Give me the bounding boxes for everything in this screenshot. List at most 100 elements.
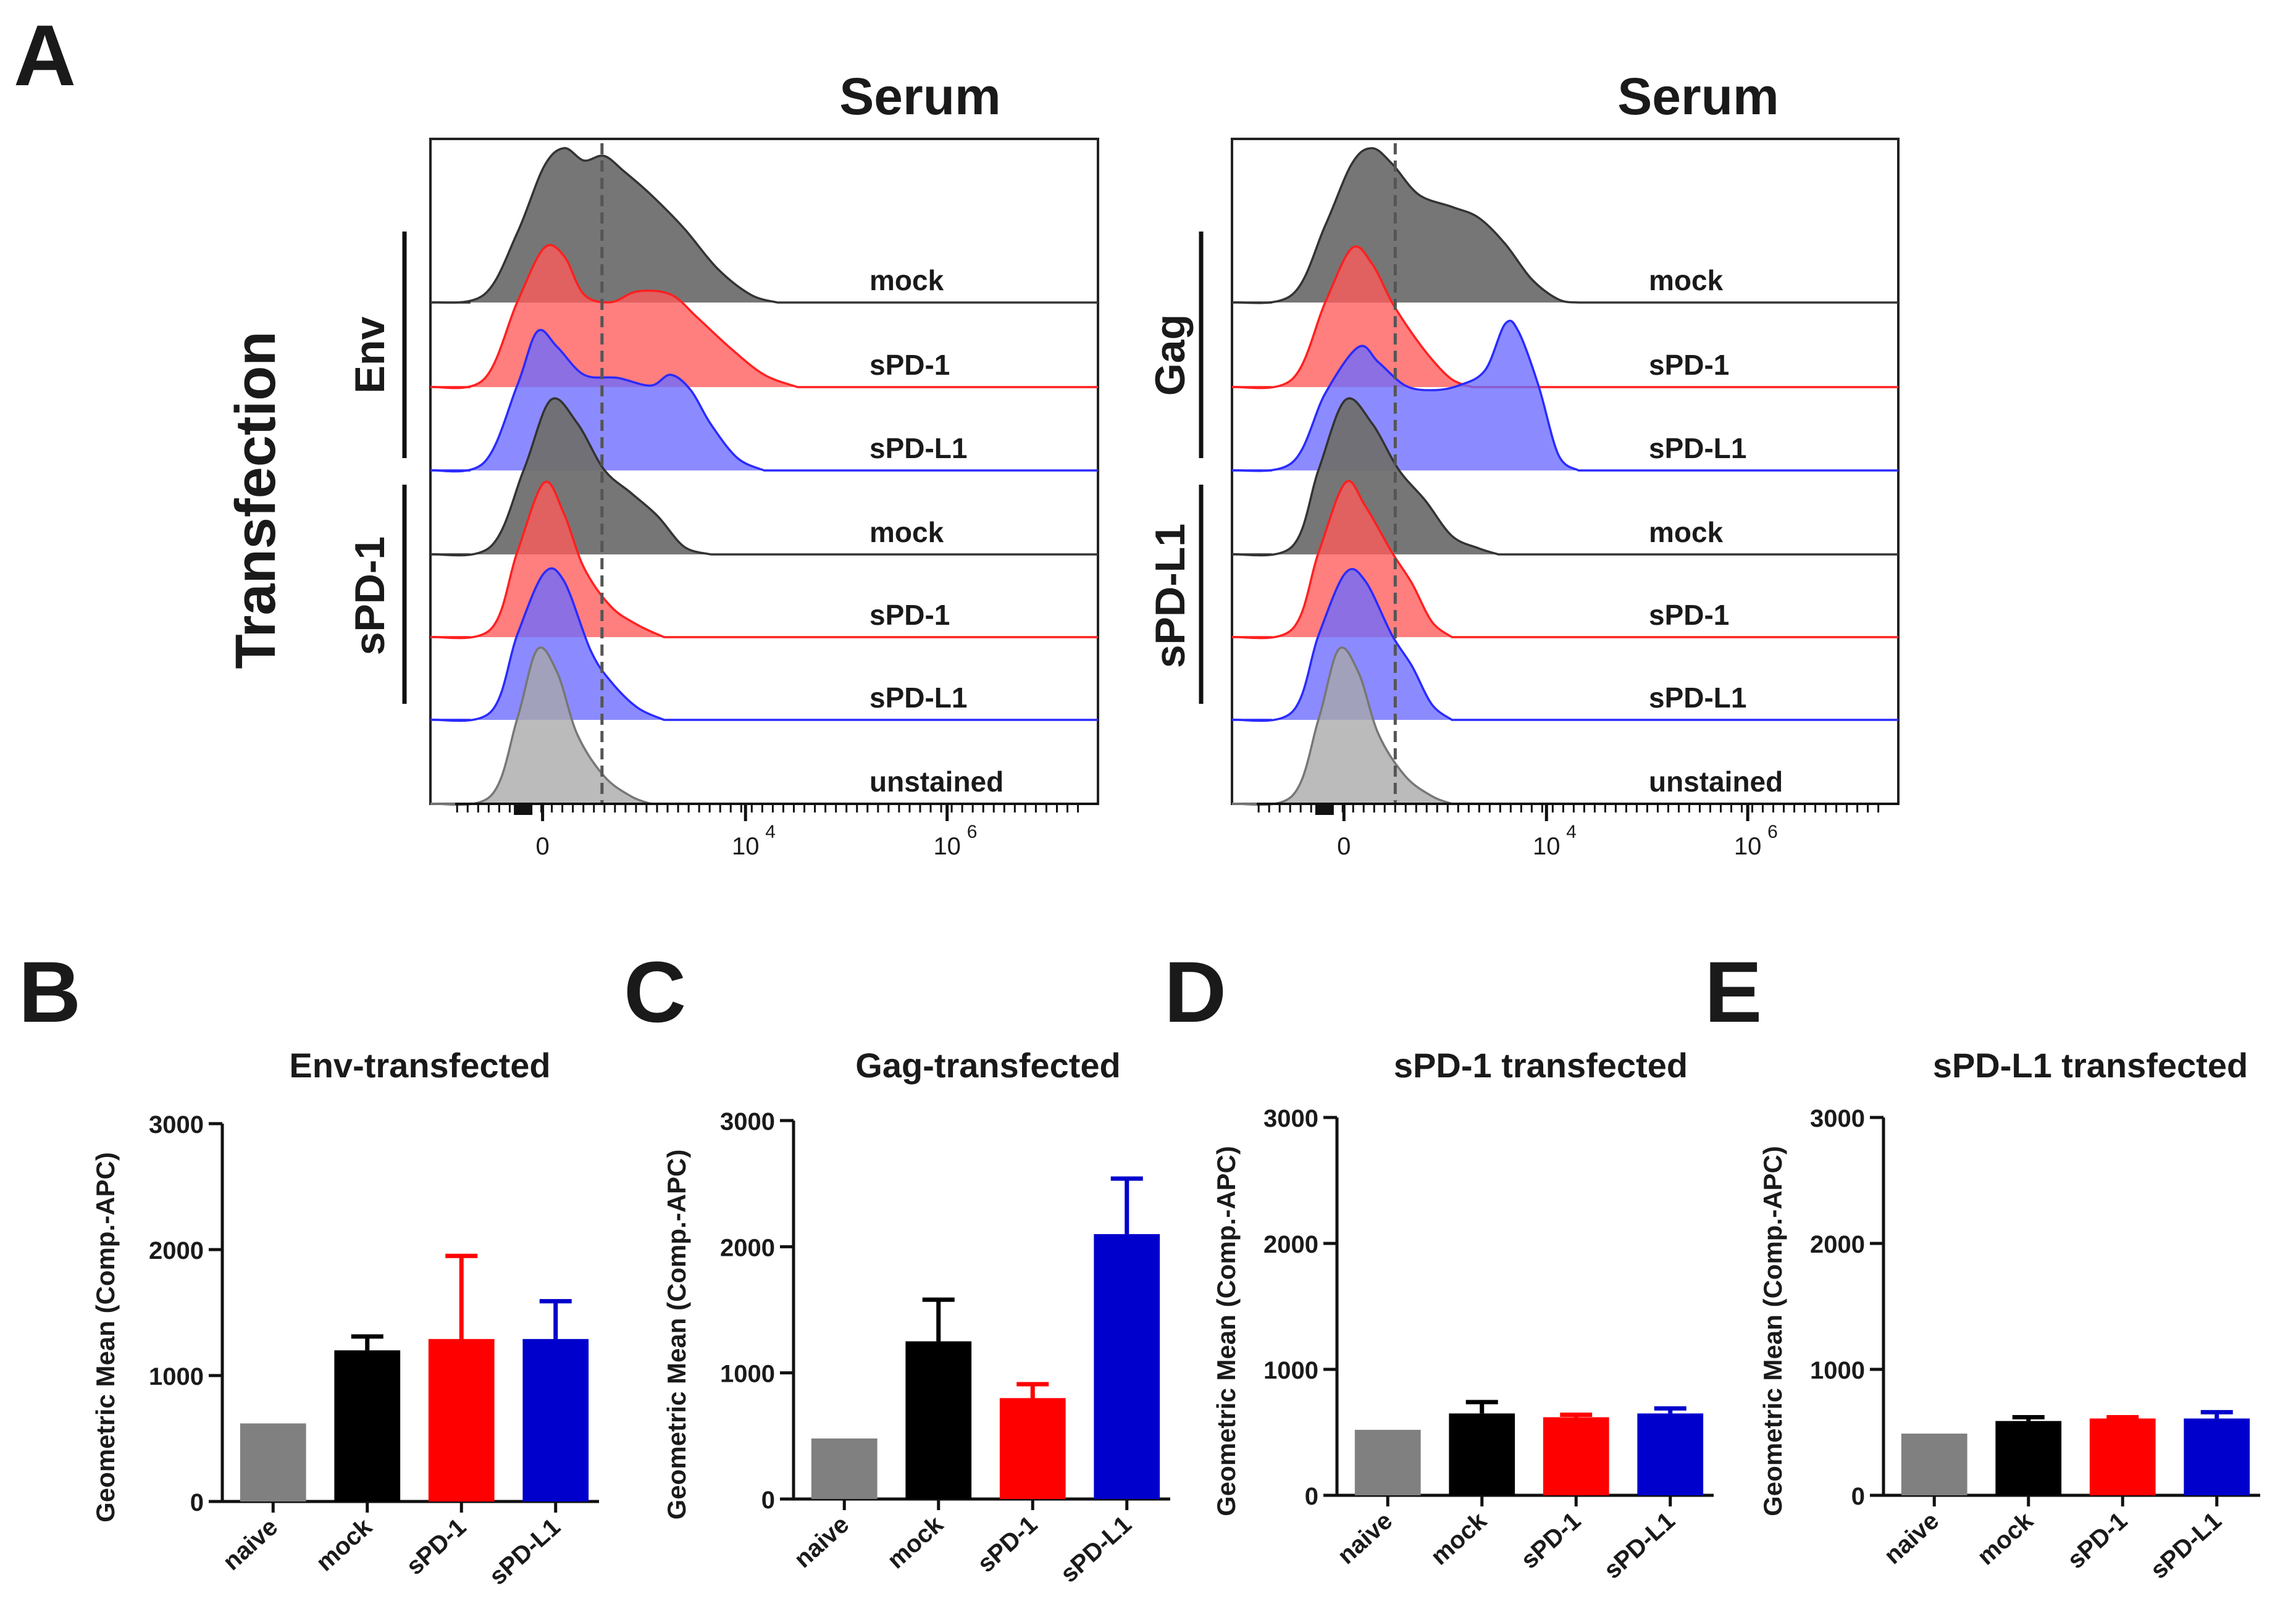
histogram-tick-exponent: 4	[1566, 822, 1577, 842]
bar-chart-ylabel: Geometric Mean (Comp.-APC)	[662, 1150, 691, 1520]
histogram-outline-5	[430, 567, 1098, 722]
y-tick-label: 2000	[1810, 1231, 1865, 1258]
bar-chart-title: Env-transfected	[289, 1046, 550, 1085]
histogram-title: Serum	[1617, 67, 1779, 125]
group-label-bottom: sPD-L1	[1147, 524, 1194, 668]
histogram-row-label: sPD-L1	[869, 682, 967, 714]
y-tick-label: 1000	[1810, 1357, 1865, 1384]
bar-sPD-L1	[522, 1338, 589, 1501]
histogram-outline-6	[1231, 646, 1898, 806]
x-tick-label: sPD-1	[1516, 1507, 1586, 1574]
bar-chart-ylabel: Geometric Mean (Comp.-APC)	[1758, 1146, 1787, 1516]
histogram-tick-label: 10	[1734, 833, 1762, 860]
histogram-tick-label: 10	[732, 833, 760, 860]
histogram-row-label: sPD-L1	[869, 432, 967, 464]
histogram-outline-3	[1231, 397, 1898, 557]
panel-letter: D	[1164, 943, 1226, 1040]
histogram-zero-marker	[514, 805, 533, 815]
bar-chart-title: sPD-1 transfected	[1394, 1046, 1688, 1085]
x-tick-label: sPD-L1	[484, 1513, 566, 1590]
panel-letter: E	[1704, 943, 1762, 1040]
y-tick-label: 0	[1851, 1483, 1865, 1510]
bar-mock	[1449, 1413, 1515, 1495]
x-tick-label: naive	[789, 1511, 854, 1573]
y-tick-label: 2000	[1263, 1231, 1318, 1258]
histogram-fill-0	[1232, 148, 1898, 303]
y-tick-label: 3000	[149, 1111, 204, 1138]
histogram-outline-4	[430, 480, 1098, 640]
histogram-chart-env: Serum mock sPD-1 sPD-L1 mock sPD-1 sPD-L1 unsta…	[346, 67, 1099, 860]
panel-a-letter: A	[14, 7, 76, 104]
bar-naive	[1354, 1429, 1421, 1495]
bar-chart-b: B Env-transfected Geometric Mean (Comp.-AP…	[19, 943, 599, 1590]
bar-mock	[1995, 1421, 2062, 1495]
bar-sPD-1	[1543, 1417, 1609, 1495]
histogram-tick-label: 10	[933, 833, 961, 860]
histogram-outline-2	[430, 328, 1098, 473]
histogram-tick-label: 0	[1337, 833, 1351, 860]
x-tick-label: sPD-1	[2063, 1507, 2133, 1574]
histogram-row-label: mock	[1649, 264, 1724, 296]
histogram-outline-0	[1231, 147, 1898, 304]
y-tick-label: 3000	[720, 1108, 775, 1135]
histogram-tick-exponent: 4	[765, 822, 776, 842]
histogram-fill-0	[430, 148, 1098, 303]
histogram-row-label: sPD-1	[869, 349, 950, 381]
x-tick-label: mock	[882, 1510, 949, 1574]
bar-sPD-1	[2089, 1418, 2156, 1495]
x-tick-label: mock	[311, 1513, 378, 1576]
histogram-outline-0	[430, 147, 1098, 304]
bar-sPD-L1	[1094, 1234, 1160, 1499]
y-tick-label: 0	[761, 1487, 775, 1514]
histogram-row-label: unstained	[1649, 766, 1783, 798]
x-tick-label: mock	[1426, 1506, 1493, 1570]
bar-mock	[905, 1341, 972, 1499]
bar-sPD-L1	[1637, 1413, 1704, 1495]
histogram-fill-3	[1232, 398, 1898, 556]
histogram-row-label: sPD-1	[1649, 349, 1729, 381]
y-tick-label: 3000	[1810, 1105, 1865, 1132]
histogram-outline-1	[430, 244, 1098, 390]
x-tick-label: naive	[1879, 1507, 1944, 1569]
histogram-row-label: sPD-1	[869, 599, 950, 631]
histogram-tick-exponent: 6	[967, 822, 978, 842]
histogram-fill-6	[1232, 647, 1898, 805]
histogram-zero-marker	[1315, 805, 1334, 815]
histogram-outline-5	[1231, 567, 1898, 722]
histogram-chart-gag: Serum mock sPD-1 sPD-L1 mock sPD-1 sPD-L1 unsta…	[1147, 67, 1900, 860]
histogram-outline-1	[1231, 245, 1898, 390]
bar-mock	[334, 1350, 401, 1501]
bar-sPD-1	[999, 1398, 1066, 1499]
y-tick-label: 1000	[720, 1361, 775, 1388]
x-tick-label: naive	[1333, 1507, 1397, 1569]
x-tick-label: naive	[218, 1513, 283, 1576]
y-tick-label: 1000	[1263, 1357, 1318, 1384]
group-label-top: Gag	[1147, 314, 1194, 396]
y-tick-label: 0	[190, 1489, 204, 1516]
histogram-fill-1	[430, 244, 1098, 388]
histogram-tick-exponent: 6	[1767, 822, 1778, 842]
histogram-row-label: mock	[869, 264, 944, 296]
histogram-tick-label: 10	[1533, 833, 1561, 860]
histogram-fill-6	[430, 647, 1098, 805]
histogram-outline-4	[1231, 480, 1898, 640]
group-label-top: Env	[346, 316, 393, 393]
bar-naive	[1901, 1434, 1967, 1495]
y-tick-label: 3000	[1263, 1105, 1318, 1132]
x-tick-label: sPD-L1	[1599, 1507, 1680, 1584]
histogram-title: Serum	[839, 67, 1000, 125]
bar-sPD-L1	[2184, 1418, 2250, 1495]
y-tick-label: 2000	[720, 1234, 775, 1261]
histogram-fill-2	[1232, 320, 1898, 471]
histogram-outline-2	[1231, 319, 1898, 472]
x-tick-label: sPD-L1	[1055, 1511, 1137, 1588]
histogram-fill-2	[430, 330, 1098, 472]
histogram-tick-label: 0	[535, 833, 549, 860]
y-tick-label: 0	[1305, 1483, 1318, 1510]
bar-chart-title: sPD-L1 transfected	[1933, 1046, 2248, 1085]
bar-chart-ylabel: Geometric Mean (Comp.-APC)	[91, 1152, 120, 1522]
y-tick-label: 2000	[149, 1237, 204, 1264]
panel-letter: B	[19, 943, 81, 1040]
